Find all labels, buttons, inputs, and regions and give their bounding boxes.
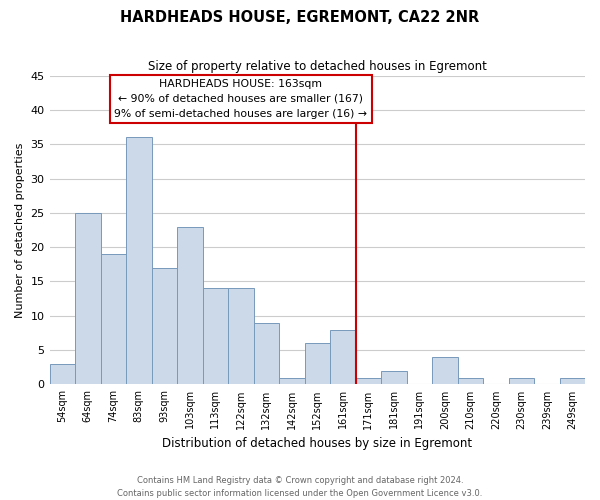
Bar [305,343,330,384]
Text: HARDHEADS HOUSE: 163sqm
← 90% of detached houses are smaller (167)
9% of semi-de: HARDHEADS HOUSE: 163sqm ← 90% of detache… [114,79,367,118]
Bar [509,378,534,384]
Title: Size of property relative to detached houses in Egremont: Size of property relative to detached ho… [148,60,487,73]
X-axis label: Distribution of detached houses by size in Egremont: Distribution of detached houses by size … [162,437,472,450]
Bar [432,357,458,384]
Bar [356,378,381,384]
Bar [560,378,585,384]
Bar [458,378,483,384]
Bar [330,330,356,384]
Bar [203,288,228,384]
Bar [254,322,279,384]
Bar [126,138,152,384]
Bar [381,370,407,384]
Bar [152,268,177,384]
Bar [50,364,75,384]
Bar [101,254,126,384]
Text: Contains HM Land Registry data © Crown copyright and database right 2024.
Contai: Contains HM Land Registry data © Crown c… [118,476,482,498]
Bar [177,226,203,384]
Y-axis label: Number of detached properties: Number of detached properties [15,142,25,318]
Bar [279,378,305,384]
Bar [75,213,101,384]
Bar [228,288,254,384]
Text: HARDHEADS HOUSE, EGREMONT, CA22 2NR: HARDHEADS HOUSE, EGREMONT, CA22 2NR [121,10,479,25]
